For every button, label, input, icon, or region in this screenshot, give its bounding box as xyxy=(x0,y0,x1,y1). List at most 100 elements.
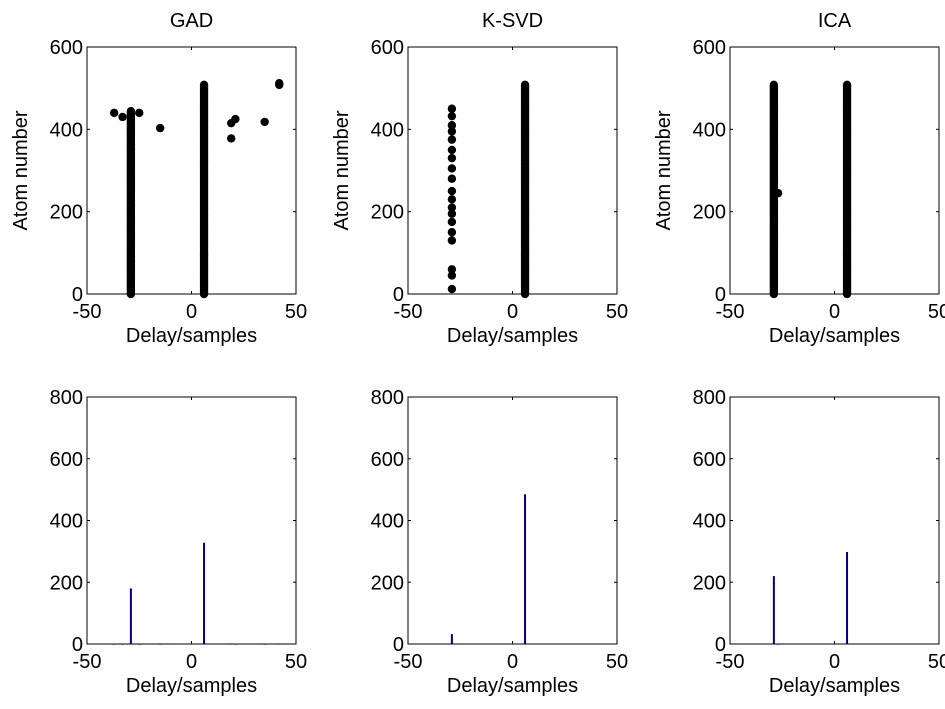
x-tick-label: -50 xyxy=(394,651,423,673)
scatter-point xyxy=(118,112,127,122)
histogram-bar xyxy=(278,643,281,645)
y-tick-label: 400 xyxy=(50,511,83,533)
y-tick-label: 600 xyxy=(693,449,726,471)
scatter-point xyxy=(447,217,457,227)
x-axis-label: Delay/samples xyxy=(126,675,257,697)
y-tick-label: 200 xyxy=(50,202,83,224)
y-tick-label: 0 xyxy=(715,634,726,656)
x-tick-label: 50 xyxy=(606,301,628,323)
scatter-point xyxy=(447,203,457,212)
histogram-bar xyxy=(159,643,162,645)
y-tick-label: 200 xyxy=(50,572,83,594)
scatter-point xyxy=(447,265,457,274)
series-marks xyxy=(109,79,284,299)
y-tick-label: 0 xyxy=(72,284,83,306)
y-tick-label: 800 xyxy=(50,387,83,409)
scatter-point xyxy=(447,284,457,294)
x-axis-label: Delay/samples xyxy=(769,325,900,347)
scatter-point xyxy=(447,228,457,237)
x-axis-label: Delay/samples xyxy=(126,325,257,347)
scatter-point xyxy=(447,111,457,121)
scatter-point xyxy=(769,80,779,90)
x-tick-label: -50 xyxy=(716,651,745,673)
x-tick-label: 0 xyxy=(829,301,840,323)
histogram-bar xyxy=(234,643,237,645)
y-tick-label: 800 xyxy=(371,387,404,409)
x-tick-label: 50 xyxy=(928,301,945,323)
plot-area xyxy=(86,396,297,645)
scatter-point xyxy=(842,80,852,90)
x-tick-label: 50 xyxy=(285,301,307,323)
y-tick-label: 0 xyxy=(393,634,404,656)
scatter-point xyxy=(447,195,457,204)
scatter-point xyxy=(520,80,530,90)
x-tick-label: 0 xyxy=(507,651,518,673)
y-tick-label: 200 xyxy=(371,202,404,224)
scatter-point xyxy=(231,114,240,124)
plot-area xyxy=(407,396,618,645)
scatter-point xyxy=(447,145,457,155)
scatter-point xyxy=(447,174,457,183)
y-tick-label: 400 xyxy=(693,119,726,141)
scatter-point xyxy=(447,186,457,196)
series-marks xyxy=(450,494,527,644)
scatter-point xyxy=(447,153,457,163)
y-tick-label: 0 xyxy=(72,634,83,656)
x-tick-label: 50 xyxy=(606,651,628,673)
series-marks xyxy=(113,542,281,645)
histogram-bar xyxy=(113,643,116,645)
y-tick-label: 200 xyxy=(693,202,726,224)
x-tick-label: -50 xyxy=(394,301,423,323)
histogram-bar xyxy=(777,643,780,645)
y-tick-label: 0 xyxy=(393,284,404,306)
scatter-point xyxy=(447,127,457,136)
y-tick-label: 600 xyxy=(371,37,404,59)
chart-title: K-SVD xyxy=(482,10,543,32)
x-tick-label: 0 xyxy=(829,651,840,673)
y-tick-label: 200 xyxy=(693,572,726,594)
y-tick-label: 400 xyxy=(371,119,404,141)
histogram-bar xyxy=(121,643,124,645)
x-tick-label: 0 xyxy=(186,301,197,323)
x-tick-label: -50 xyxy=(716,301,745,323)
plot-area xyxy=(86,46,297,295)
chart-title: GAD xyxy=(170,10,213,32)
x-axis-label: Delay/samples xyxy=(447,325,578,347)
scatter-point xyxy=(275,79,284,88)
histogram-bar xyxy=(230,643,233,645)
scatter-point xyxy=(109,108,119,118)
histogram-bar xyxy=(263,643,266,645)
histogram-bar xyxy=(138,643,141,645)
y-axis-label: Atom number xyxy=(653,110,675,230)
y-tick-label: 200 xyxy=(371,572,404,594)
y-tick-label: 0 xyxy=(715,284,726,306)
x-tick-label: 0 xyxy=(507,301,518,323)
series-marks xyxy=(769,80,852,299)
scatter-point xyxy=(447,271,457,280)
scatter-point xyxy=(227,134,236,143)
histogram-bar xyxy=(772,576,775,644)
y-tick-label: 600 xyxy=(693,37,726,59)
scatter-point xyxy=(773,188,783,198)
y-tick-label: 600 xyxy=(50,449,83,471)
scatter-point xyxy=(447,104,457,113)
y-tick-label: 800 xyxy=(693,387,726,409)
scatter-point xyxy=(447,135,457,144)
y-tick-label: 400 xyxy=(371,511,404,533)
histogram-bar xyxy=(450,634,453,644)
plot-area xyxy=(729,46,940,295)
y-tick-label: 400 xyxy=(693,511,726,533)
plot-area xyxy=(407,46,618,295)
histogram-bar xyxy=(846,551,849,644)
scatter-point xyxy=(447,209,457,218)
x-tick-label: 50 xyxy=(928,651,945,673)
scatter-point xyxy=(447,236,457,245)
plot-area xyxy=(729,396,940,645)
y-axis-label: Atom number xyxy=(10,110,32,230)
histogram-bar xyxy=(129,588,132,644)
